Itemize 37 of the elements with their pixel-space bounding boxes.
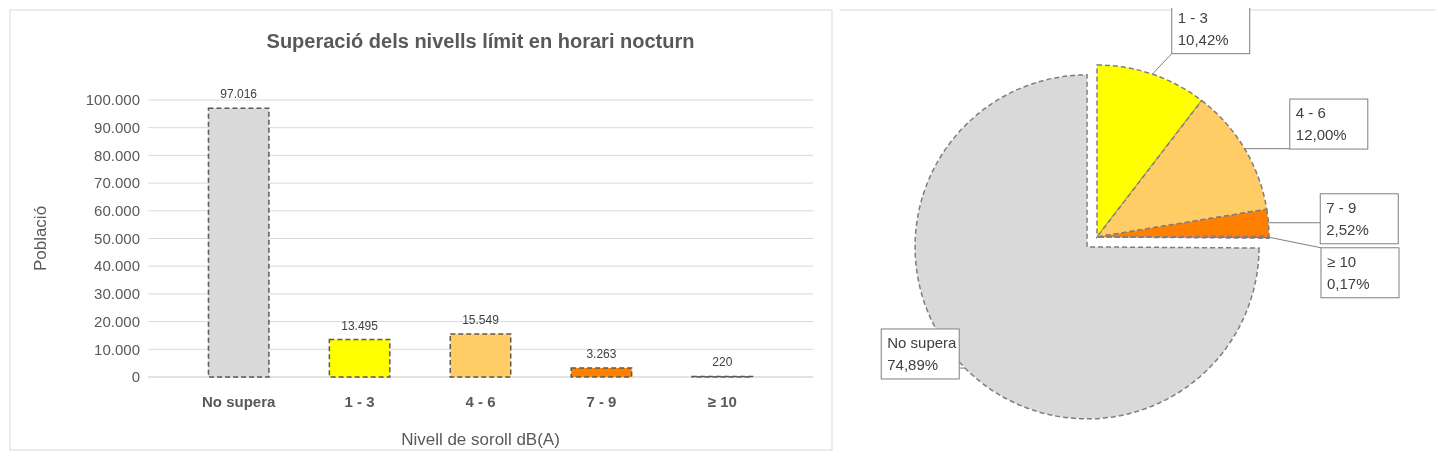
x-tick-label: 7 - 9 xyxy=(586,393,617,410)
data-label: 2,52% xyxy=(1326,220,1369,238)
x-tick-label: ≥ 10 xyxy=(707,393,737,410)
data-label: 220 xyxy=(712,355,733,370)
y-tick-label: 70.000 xyxy=(94,174,140,192)
chart-title: Superació dels nivells límit en horari nocturn xyxy=(266,30,695,52)
x-axis-title: Nivell de soroll dB(A) xyxy=(401,430,560,449)
x-tick-label: 4 - 6 xyxy=(465,393,496,410)
y-tick-label: 100.000 xyxy=(85,91,140,109)
x-tick-label: 1 - 3 xyxy=(344,393,375,410)
y-tick-label: 60.000 xyxy=(94,202,140,220)
bar xyxy=(328,338,391,378)
y-tick-label: 10.000 xyxy=(94,340,140,358)
x-tick-label: No supera xyxy=(202,393,277,410)
y-axis-title: Població xyxy=(31,205,50,272)
bar xyxy=(449,333,512,378)
y-tick-label: 50.000 xyxy=(94,229,140,247)
y-tick-label: 80.000 xyxy=(94,146,140,164)
y-tick-label: 0 xyxy=(131,368,140,386)
slice-label: 1 - 3 xyxy=(1177,8,1208,26)
slice-label: ≥ 10 xyxy=(1327,252,1357,270)
slice-label: 4 - 6 xyxy=(1295,104,1326,122)
data-label: 10,42% xyxy=(1177,30,1229,48)
y-tick-label: 20.000 xyxy=(94,312,140,330)
data-label: 74,89% xyxy=(887,355,939,373)
data-label: 13.495 xyxy=(341,318,379,333)
slice-label: 7 - 9 xyxy=(1326,198,1357,216)
data-label: 12,00% xyxy=(1295,126,1347,144)
y-tick-label: 40.000 xyxy=(94,257,140,275)
slice-label: No supera xyxy=(887,333,958,351)
data-label: 15.549 xyxy=(462,312,500,327)
y-tick-label: 90.000 xyxy=(94,118,140,136)
bar xyxy=(570,367,633,378)
data-label: 97.016 xyxy=(220,87,258,102)
data-label: 0,17% xyxy=(1327,274,1370,292)
y-tick-label: 30.000 xyxy=(94,285,140,303)
data-label: 3.263 xyxy=(586,346,617,361)
